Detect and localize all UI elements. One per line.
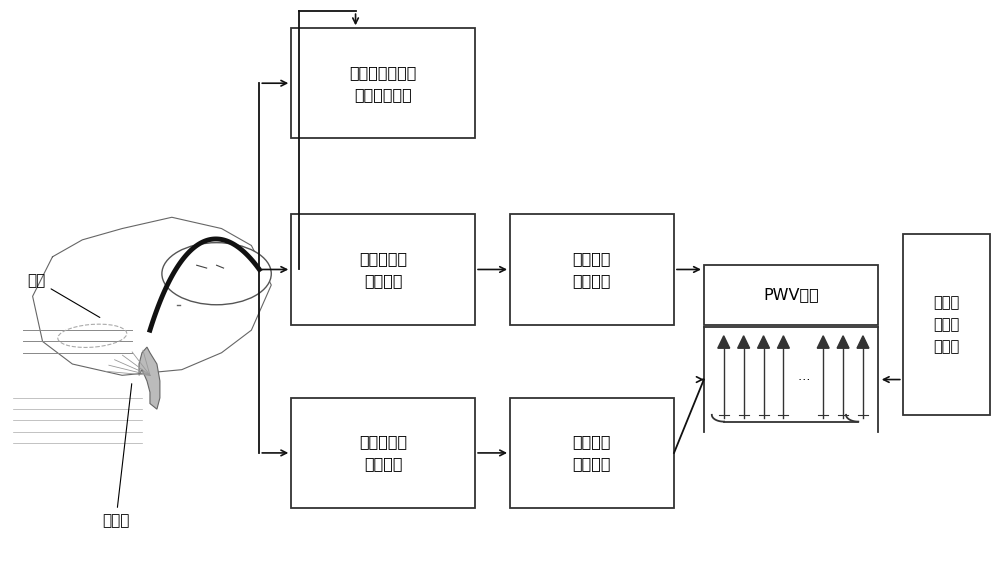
Polygon shape xyxy=(817,336,829,348)
Text: 超声信号接
收，成像: 超声信号接 收，成像 xyxy=(359,251,407,288)
Polygon shape xyxy=(758,336,769,348)
FancyBboxPatch shape xyxy=(291,28,475,139)
Polygon shape xyxy=(139,347,160,409)
Text: 正弦超声信号发
生，功率放大: 正弦超声信号发 生，功率放大 xyxy=(349,64,417,102)
FancyBboxPatch shape xyxy=(903,234,990,415)
Polygon shape xyxy=(857,336,869,348)
Polygon shape xyxy=(777,336,789,348)
Text: 双路独立
心电估计: 双路独立 心电估计 xyxy=(573,434,611,471)
FancyBboxPatch shape xyxy=(291,214,475,324)
Polygon shape xyxy=(718,336,730,348)
Text: 序列时
间基准
点确定: 序列时 间基准 点确定 xyxy=(933,295,960,354)
Polygon shape xyxy=(837,336,849,348)
Text: 主动脉: 主动脉 xyxy=(102,384,132,528)
Text: PWV估算: PWV估算 xyxy=(763,287,819,302)
Text: 脉动位移
序列提取: 脉动位移 序列提取 xyxy=(573,251,611,288)
FancyBboxPatch shape xyxy=(291,398,475,508)
Text: 心脏: 心脏 xyxy=(28,273,100,317)
FancyBboxPatch shape xyxy=(704,265,878,324)
Polygon shape xyxy=(738,336,750,348)
FancyBboxPatch shape xyxy=(510,398,674,508)
Circle shape xyxy=(162,243,271,305)
Text: …: … xyxy=(797,370,810,383)
Text: 电极信号放
大，滤波: 电极信号放 大，滤波 xyxy=(359,434,407,471)
FancyBboxPatch shape xyxy=(510,214,674,324)
